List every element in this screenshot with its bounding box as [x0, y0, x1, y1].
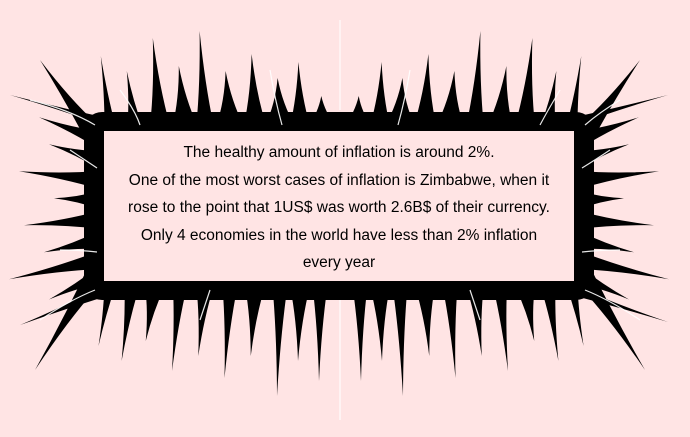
info-text: The healthy amount of inflation is aroun…: [104, 135, 574, 277]
info-line: The healthy amount of inflation is aroun…: [183, 144, 495, 162]
info-line: every year: [302, 254, 376, 272]
info-line: rose to the point that 1US$ was worth 2.…: [128, 199, 550, 217]
info-panel: The healthy amount of inflation is aroun…: [104, 131, 574, 281]
info-line: Only 4 economies in the world have less …: [140, 226, 538, 244]
info-line: One of the most worst cases of inflation…: [128, 171, 550, 189]
